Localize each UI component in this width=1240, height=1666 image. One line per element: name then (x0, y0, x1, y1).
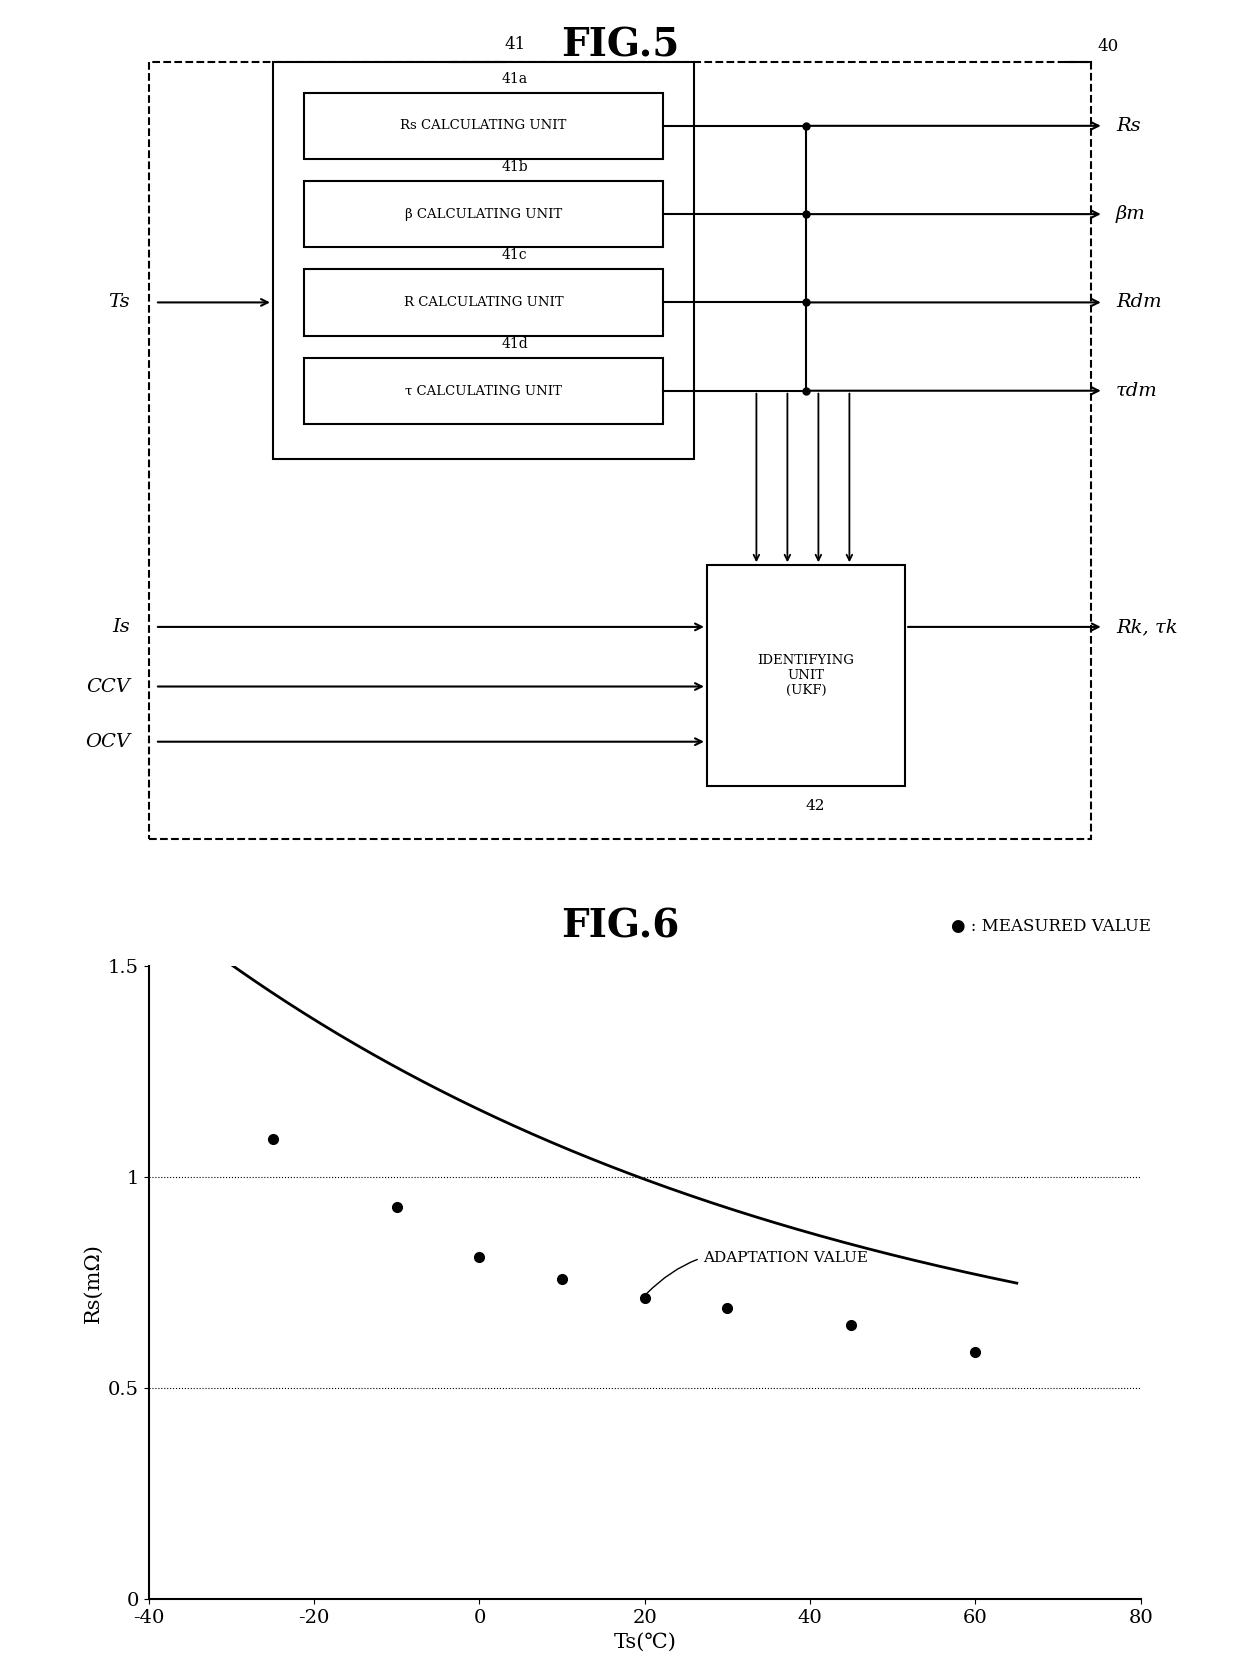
Text: 41b: 41b (501, 160, 528, 173)
Bar (304, 93, 663, 158)
Text: FIG.6: FIG.6 (560, 908, 680, 946)
Text: R CALCULATING UNIT: R CALCULATING UNIT (404, 297, 563, 308)
Bar (149, 62, 1091, 840)
Text: Rs CALCULATING UNIT: Rs CALCULATING UNIT (401, 120, 567, 132)
Bar (304, 270, 663, 335)
Text: 41: 41 (505, 37, 526, 53)
Text: Ts: Ts (109, 293, 130, 312)
Bar (304, 358, 663, 423)
Bar (707, 565, 905, 786)
Text: τdm: τdm (1116, 382, 1158, 400)
Text: Rk, τk: Rk, τk (1116, 618, 1178, 636)
Text: 41a: 41a (501, 72, 528, 85)
Y-axis label: Rs(mΩ): Rs(mΩ) (83, 1243, 103, 1323)
Text: τ CALCULATING UNIT: τ CALCULATING UNIT (405, 385, 562, 397)
Text: βm: βm (1116, 205, 1146, 223)
Text: Is: Is (113, 618, 130, 636)
Bar (273, 62, 694, 460)
Text: β CALCULATING UNIT: β CALCULATING UNIT (405, 208, 562, 220)
Text: Rdm: Rdm (1116, 293, 1162, 312)
Text: ADAPTATION VALUE: ADAPTATION VALUE (647, 1251, 868, 1293)
Text: ● : MEASURED VALUE: ● : MEASURED VALUE (951, 918, 1151, 935)
Text: CCV: CCV (87, 678, 130, 695)
X-axis label: Ts(℃): Ts(℃) (614, 1633, 676, 1651)
Text: OCV: OCV (86, 733, 130, 751)
Text: 42: 42 (806, 800, 826, 813)
Text: IDENTIFYING
UNIT
(UKF): IDENTIFYING UNIT (UKF) (758, 655, 854, 696)
Text: 41c: 41c (501, 248, 527, 262)
Text: Rs: Rs (1116, 117, 1141, 135)
Bar (304, 182, 663, 247)
Text: FIG.5: FIG.5 (560, 27, 680, 65)
Text: 41d: 41d (501, 337, 528, 350)
Text: 40: 40 (1097, 38, 1118, 55)
